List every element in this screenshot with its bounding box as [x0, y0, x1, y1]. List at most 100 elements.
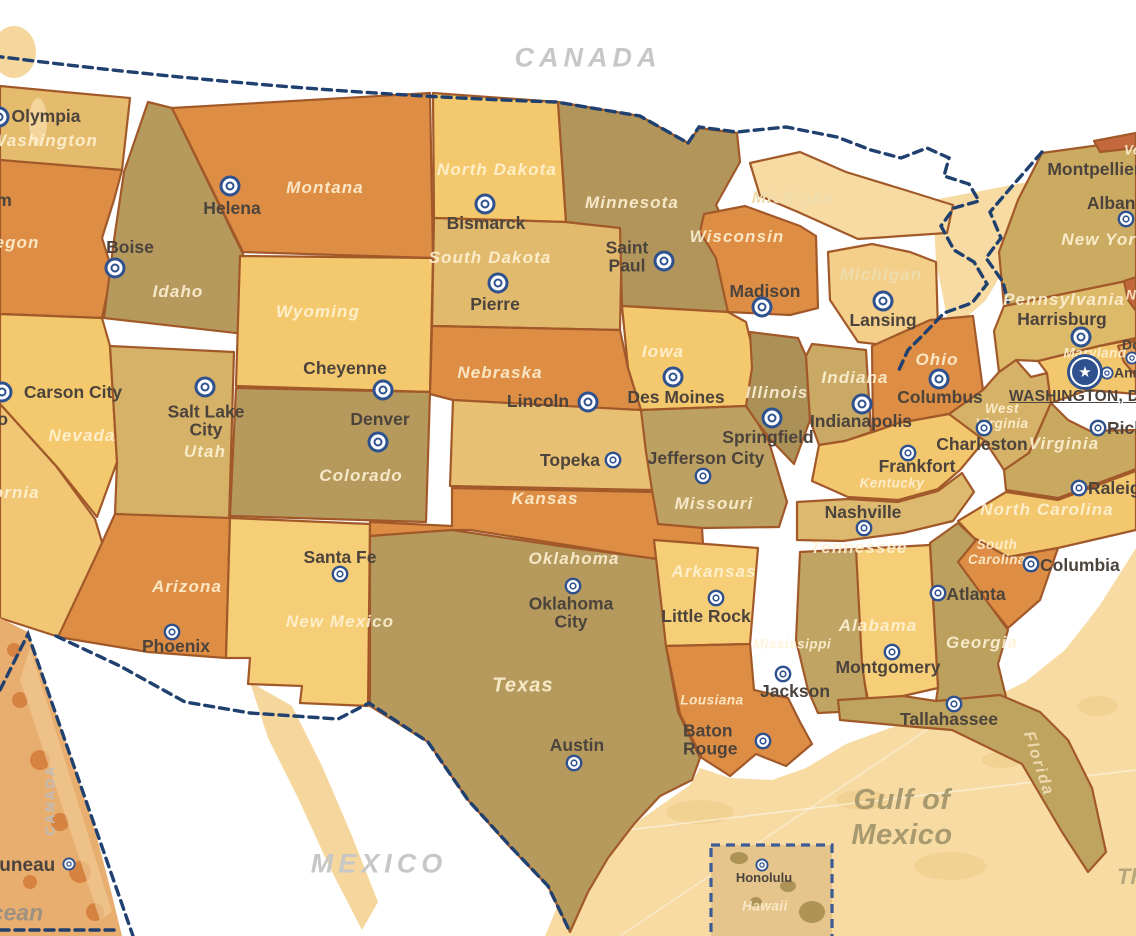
capital-marker-albany[interactable] [1117, 210, 1135, 228]
capital-marker-madison[interactable] [751, 296, 773, 318]
state-label-idaho: Idaho [152, 282, 204, 301]
capital-marker-denver[interactable] [367, 431, 389, 453]
state-label-louisiana: Lousiana [680, 692, 744, 708]
capital-label-albany: Albany [1086, 192, 1136, 213]
capital-marker-montgomery[interactable] [883, 643, 901, 661]
capital-label-richmond: Richmond [1107, 417, 1136, 438]
state-shape-north-dakota [431, 91, 568, 224]
state-label-california: California [0, 483, 40, 502]
capital-marker-oklahoma-city[interactable] [564, 577, 582, 595]
state-label-alabama: Alabama [838, 616, 918, 635]
capital-marker-jackson[interactable] [774, 665, 792, 683]
capital-marker-raleigh[interactable] [1070, 479, 1088, 497]
capital-label-tallahassee: Tallahassee [900, 708, 998, 729]
capital-marker-nashville[interactable] [855, 519, 873, 537]
washington-dc-star-marker[interactable]: ★ [1070, 357, 1100, 387]
capital-marker-jefferson-city[interactable] [694, 467, 712, 485]
capital-label-madison: Madison [729, 280, 801, 301]
state-label-north-carolina: North Carolina [980, 500, 1114, 519]
capital-marker-annapolis[interactable] [1100, 366, 1114, 380]
canada-label: CANADA [514, 42, 662, 73]
puget-sound [29, 98, 47, 146]
capital-marker-columbus[interactable] [928, 368, 950, 390]
new-york-canada-border [983, 150, 1044, 304]
state-shape-michigan-upper [748, 150, 955, 241]
state-label-nevada: Nevada [48, 426, 116, 445]
capital-marker-lansing[interactable] [872, 290, 894, 312]
capital-label-harrisburg: Harrisburg [1017, 308, 1107, 329]
state-label-south-carolina: South Carolina [967, 537, 1026, 567]
capital-marker-des-moines[interactable] [662, 366, 684, 388]
capital-label-oklahoma-city: Oklahoma City [528, 593, 614, 632]
capital-marker-columbia[interactable] [1022, 555, 1040, 573]
state-shape-louisiana [664, 642, 814, 778]
capital-marker-lincoln[interactable] [577, 391, 599, 413]
capital-marker-pierre[interactable] [487, 272, 509, 294]
capital-marker-phoenix[interactable] [163, 623, 181, 641]
capital-label-helena: Helena [203, 197, 261, 218]
state-label-minnesota: Minnesota [585, 193, 679, 212]
state-label-texas: Texas [492, 674, 554, 697]
capital-marker-austin[interactable] [565, 754, 583, 772]
capital-label-olympia: Olympia [11, 105, 81, 126]
state-shape-kansas [448, 398, 654, 492]
state-label-washington: Washington [0, 131, 98, 150]
capital-marker-helena[interactable] [219, 175, 241, 197]
state-label-new-jersey: New Jersey [1126, 287, 1136, 303]
capital-marker-juneau[interactable] [62, 857, 76, 871]
capital-marker-saint-paul[interactable] [653, 250, 675, 272]
state-shape-new-york [997, 138, 1136, 308]
capital-label-carson-city: Carson City [23, 381, 123, 402]
capital-marker-charleston[interactable] [975, 419, 993, 437]
state-label-oregon: Oregon [0, 233, 40, 252]
capital-marker-baton-rouge[interactable] [754, 732, 772, 750]
capital-label-juneau: Juneau [0, 855, 56, 877]
capital-label-springfield: Springfield [722, 426, 814, 447]
state-label-new-york: New York [1061, 230, 1136, 249]
water-texture [666, 800, 734, 824]
alaska-coast-strip [20, 648, 112, 920]
capital-label-salem: Salem [0, 189, 12, 210]
state-label-tennessee: Tennessee [810, 538, 908, 557]
state-shape-georgia [928, 521, 1010, 703]
capital-label-austin: Austin [549, 734, 605, 755]
capital-marker-cheyenne[interactable] [372, 379, 394, 401]
capital-marker-frankfort[interactable] [899, 444, 917, 462]
capital-marker-indianapolis[interactable] [851, 393, 873, 415]
state-label-georgia: Georgia [946, 633, 1018, 652]
capital-marker-bismarck[interactable] [474, 193, 496, 215]
capital-label-little-rock: Little Rock [661, 605, 751, 626]
capital-marker-salt-lake-city[interactable] [194, 376, 216, 398]
ocean-label: Ocean [0, 899, 44, 926]
capital-label-charleston: Charleston [936, 433, 1028, 454]
capital-marker-carson-city[interactable] [0, 381, 13, 403]
state-label-colorado: Colorado [319, 466, 403, 485]
capital-marker-richmond[interactable] [1089, 419, 1107, 437]
capital-marker-dover[interactable] [1125, 351, 1136, 365]
capital-marker-topeka[interactable] [604, 451, 622, 469]
state-label-maryland: Maryland [1063, 345, 1127, 361]
capital-marker-little-rock[interactable] [707, 589, 725, 607]
state-shape-virginia [1002, 401, 1136, 500]
state-label-south-dakota: South Dakota [428, 248, 552, 267]
capital-marker-springfield[interactable] [761, 407, 783, 429]
mexico-label: MEXICO [310, 848, 448, 879]
state-label-oklahoma: Oklahoma [528, 549, 620, 568]
capital-label-lansing: Lansing [849, 309, 917, 330]
washington-dc-label: WASHINGTON, D.C. [1009, 388, 1136, 405]
capital-label-lincoln: Lincoln [506, 390, 570, 411]
capital-marker-honolulu[interactable] [755, 858, 769, 872]
great-lakes-border [686, 125, 990, 374]
state-shape-mississippi [794, 547, 870, 715]
state-label-indiana: Indiana [821, 368, 889, 387]
state-shape-vermont [1092, 131, 1136, 154]
capital-marker-tallahassee[interactable] [945, 695, 963, 713]
capital-label-frankfort: Frankfort [878, 455, 956, 476]
state-label-hawaii: Hawaii [742, 898, 788, 914]
capital-marker-atlanta[interactable] [929, 584, 947, 602]
capital-marker-harrisburg[interactable] [1070, 326, 1092, 348]
water-gridline [619, 619, 1091, 936]
capital-marker-boise[interactable] [104, 257, 126, 279]
capital-marker-santa-fe[interactable] [331, 565, 349, 583]
